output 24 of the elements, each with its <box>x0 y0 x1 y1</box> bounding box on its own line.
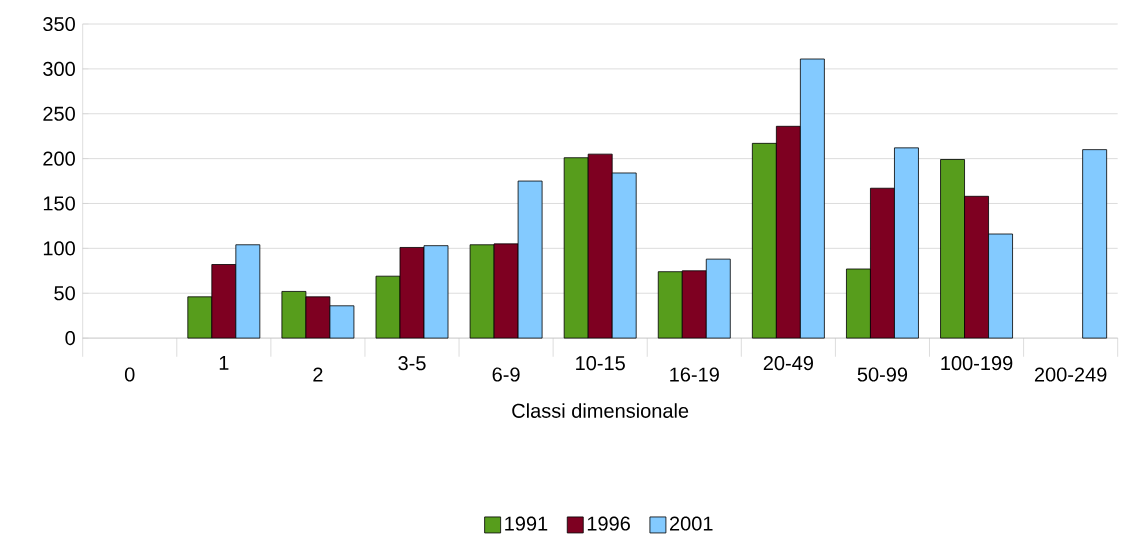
x-tick-label: 50-99 <box>857 367 908 382</box>
y-tick-label: 250 <box>43 106 75 121</box>
x-axis-title: Classi dimensionale <box>512 403 689 418</box>
y-tick-label: 300 <box>43 61 75 76</box>
legend-label: 1996 <box>587 516 630 531</box>
x-tick-label: 10-15 <box>576 355 625 371</box>
x-tick-label: 0 <box>124 367 135 382</box>
y-tick-label: 50 <box>54 286 75 301</box>
x-tick-label: 20-49 <box>763 355 813 371</box>
y-tick-label: 0 <box>65 330 75 346</box>
x-tick-label: 2 <box>313 367 323 382</box>
x-tick-label: 6-9 <box>492 367 520 382</box>
y-tick-label: 200 <box>43 151 75 166</box>
y-tick-label: 350 <box>43 16 75 31</box>
x-tick-label: 3-5 <box>398 355 426 371</box>
x-tick-label: 200-249 <box>1034 367 1107 382</box>
bar <box>1082 149 1108 339</box>
y-tick-label: 150 <box>43 196 75 211</box>
legend-label: 1991 <box>505 516 548 531</box>
x-tick-label: 1 <box>219 355 229 370</box>
y-tick-label: 100 <box>43 241 75 256</box>
x-tick-label: 16-19 <box>670 367 719 382</box>
x-tick-label: 100-199 <box>941 355 1013 371</box>
legend-label: 2001 <box>669 516 713 531</box>
